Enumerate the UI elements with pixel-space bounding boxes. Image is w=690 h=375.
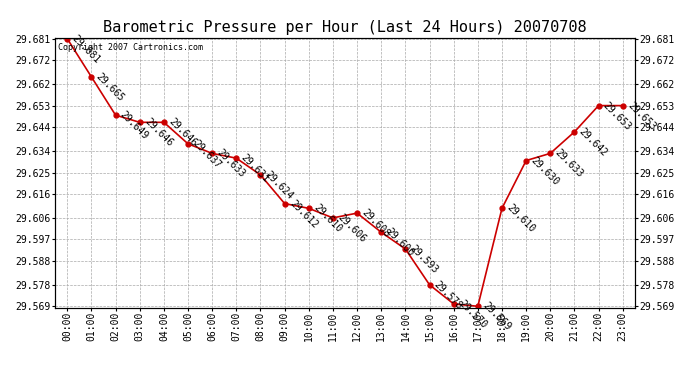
- Text: 29.593: 29.593: [408, 243, 440, 275]
- Text: 29.578: 29.578: [433, 279, 464, 311]
- Text: 29.610: 29.610: [312, 203, 344, 235]
- Text: 29.649: 29.649: [119, 110, 150, 142]
- Text: 29.624: 29.624: [264, 170, 295, 201]
- Text: 29.681: 29.681: [70, 33, 102, 65]
- Text: 29.633: 29.633: [553, 148, 585, 180]
- Text: 29.610: 29.610: [505, 203, 537, 235]
- Text: 29.646: 29.646: [167, 117, 199, 149]
- Text: 29.637: 29.637: [191, 138, 223, 170]
- Text: 29.646: 29.646: [143, 117, 175, 149]
- Text: 29.642: 29.642: [578, 126, 609, 158]
- Text: 29.600: 29.600: [384, 226, 416, 259]
- Text: 29.570: 29.570: [457, 298, 489, 330]
- Text: 29.631: 29.631: [239, 153, 271, 184]
- Text: 29.569: 29.569: [481, 301, 513, 333]
- Text: 29.630: 29.630: [529, 155, 561, 187]
- Text: 29.653: 29.653: [626, 100, 658, 132]
- Text: 29.665: 29.665: [95, 71, 126, 104]
- Text: 29.653: 29.653: [602, 100, 633, 132]
- Text: 29.606: 29.606: [336, 212, 368, 244]
- Title: Barometric Pressure per Hour (Last 24 Hours) 20070708: Barometric Pressure per Hour (Last 24 Ho…: [104, 20, 586, 35]
- Text: Copyright 2007 Cartronics.com: Copyright 2007 Cartronics.com: [58, 43, 203, 52]
- Text: 29.608: 29.608: [360, 208, 392, 240]
- Text: 29.612: 29.612: [288, 198, 319, 230]
- Text: 29.633: 29.633: [215, 148, 247, 180]
